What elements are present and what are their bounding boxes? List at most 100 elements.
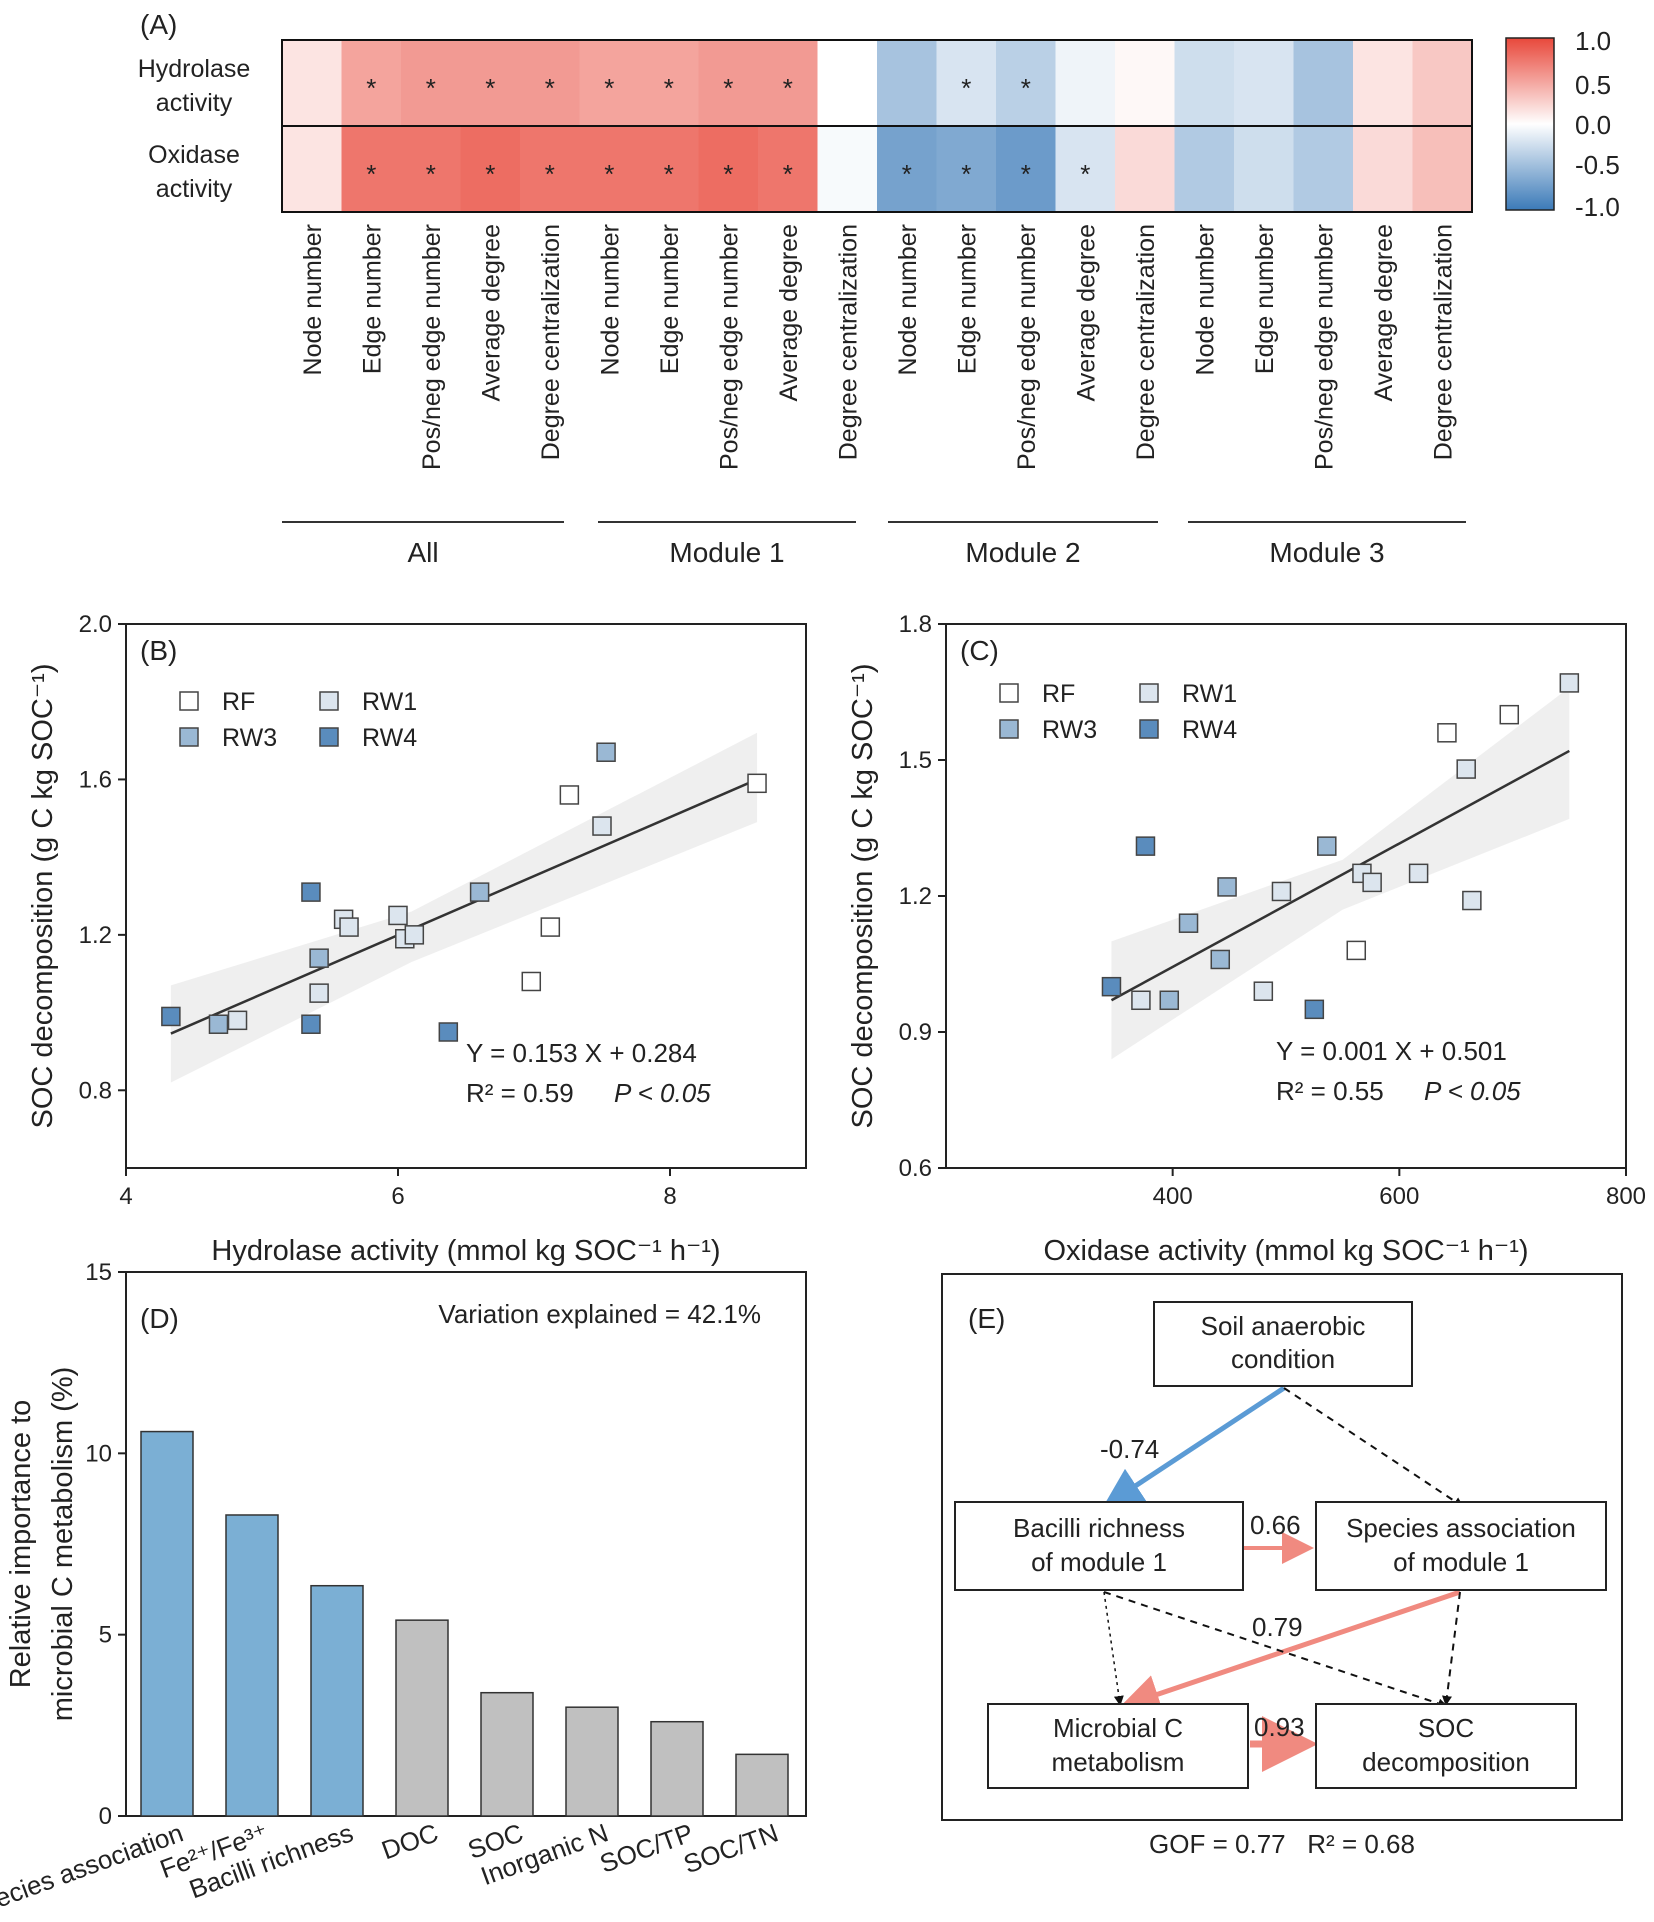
panel-e-path-diagram: (E) -0.74 0.66 0.79 0.93 Soil anaerobic … — [941, 1273, 1623, 1859]
heatmap-significance-mark: * — [902, 159, 912, 189]
legend-label: RW3 — [1042, 716, 1097, 744]
heatmap-cell — [1293, 40, 1353, 126]
coef-species-microbial: 0.79 — [1252, 1612, 1303, 1642]
heatmap-cell — [639, 40, 699, 126]
x-tick-label: 4 — [119, 1183, 132, 1210]
data-point-rw3 — [1210, 949, 1231, 970]
heatmap-significance-mark: * — [1080, 159, 1090, 189]
data-point-rw4 — [1304, 999, 1325, 1020]
legend-swatch-rw3 — [179, 727, 199, 747]
heatmap-cell — [639, 126, 699, 212]
sem-node-microbial-line2: metabolism — [1052, 1747, 1185, 1777]
y-tick-label: 0 — [99, 1803, 112, 1830]
data-point-rw3 — [469, 882, 490, 902]
data-point-rw4 — [1135, 836, 1156, 856]
data-point-rw4 — [301, 882, 321, 902]
sem-fit-stats: GOF = 0.77 R² = 0.68 — [1149, 1829, 1415, 1859]
panel-c-label: (C) — [960, 635, 999, 666]
heatmap-column-label: Degree centralization — [1429, 224, 1457, 460]
bar — [650, 1720, 704, 1817]
x-category-label: DOC — [377, 1817, 442, 1865]
data-point-rw4 — [301, 1014, 321, 1034]
regression-equation: Y = 0.001 X + 0.501 — [1276, 1036, 1507, 1066]
path-species-to-microbial — [1119, 1589, 1461, 1714]
y-axis-label: microbial C metabolism (%) — [47, 1367, 79, 1722]
y-tick-label: 1.6 — [79, 766, 112, 793]
heatmap-cell — [460, 126, 520, 212]
data-point-rw1 — [1131, 990, 1151, 1011]
data-point-rw1 — [1462, 890, 1482, 911]
heatmap-cell — [1174, 40, 1234, 126]
panel-d-bar: (D) 0 5 10 15 Relative importance to microbia… — [0, 1259, 807, 1922]
heatmap-column-label: Edge number — [656, 224, 684, 374]
heatmap-cell — [1055, 40, 1115, 126]
sem-node-species-line2: of module 1 — [1393, 1547, 1529, 1577]
heatmap-cell — [698, 40, 758, 126]
x-category-label: Species association — [0, 1817, 187, 1922]
x-tick-label: 6 — [391, 1183, 404, 1210]
r-squared-label: R² = 0.59 — [466, 1078, 574, 1108]
heatmap-group-label: Module 2 — [965, 537, 1080, 568]
heatmap-cell — [401, 126, 461, 212]
heatmap-cell — [936, 40, 996, 126]
x-tick-label: 400 — [1153, 1183, 1193, 1210]
legend-label: RF — [1042, 680, 1075, 708]
sem-node-bacilli-line2: of module 1 — [1031, 1547, 1167, 1577]
heatmap-cell — [996, 126, 1056, 212]
plot-frame — [125, 1271, 807, 1817]
data-point-rf — [747, 773, 767, 794]
sem-node-species-line1: Species association — [1346, 1513, 1576, 1543]
heatmap-column-label: Average degree — [775, 224, 803, 401]
p-value-label: P < 0.05 — [1424, 1076, 1521, 1106]
heatmap-cell — [579, 40, 639, 126]
legend-swatch-rf — [999, 683, 1019, 703]
data-point-rw3 — [1159, 990, 1180, 1011]
heatmap-cell — [282, 40, 342, 126]
heatmap-row-label: Oxidase — [148, 141, 240, 169]
sem-node-soc: SOC decomposition — [1315, 1703, 1577, 1789]
data-point-rw3 — [208, 1014, 229, 1034]
heatmap-column-label: Degree centralization — [1132, 224, 1160, 460]
legend-swatch-rw1 — [319, 691, 339, 711]
legend-label: RF — [222, 688, 255, 716]
colorbar-tick-label: 0.5 — [1575, 70, 1611, 100]
sem-node-soc-box — [1315, 1703, 1577, 1789]
y-axis-label: Relative importance to — [5, 1400, 37, 1689]
heatmap-significance-mark: * — [485, 73, 495, 103]
sem-node-species-box — [1315, 1501, 1607, 1591]
colorbar-tick-label: 0.0 — [1575, 110, 1611, 140]
heatmap-cell — [341, 126, 401, 212]
sem-node-species: Species association of module 1 — [1315, 1501, 1607, 1591]
heatmap-significance-mark: * — [783, 159, 793, 189]
heatmap-significance-mark: * — [1021, 73, 1031, 103]
path-soil-to-species-ns — [1283, 1387, 1464, 1508]
legend-label: RW1 — [1182, 680, 1237, 708]
data-point-rw1 — [339, 917, 359, 937]
legend-swatch-rf — [179, 691, 199, 711]
data-point-rw3 — [309, 948, 329, 968]
sem-node-microbial-line1: Microbial C — [1053, 1713, 1183, 1743]
heatmap-group-label: Module 1 — [669, 537, 784, 568]
y-tick-label: 2.0 — [79, 611, 112, 638]
coef-soil-bacilli: -0.74 — [1100, 1434, 1159, 1464]
heatmap-significance-mark: * — [485, 159, 495, 189]
heatmap-column-label: Pos/neg edge number — [1013, 224, 1041, 470]
x-tick-label: 800 — [1606, 1183, 1646, 1210]
heatmap-cell — [1412, 40, 1472, 126]
colorbar-tick-label: -1.0 — [1575, 192, 1620, 222]
coef-bacilli-species: 0.66 — [1250, 1510, 1301, 1540]
heatmap-column-label: Node number — [596, 224, 624, 375]
data-point-rf — [559, 785, 580, 805]
y-axis-label: SOC decomposition (g C kg SOC⁻¹) — [847, 664, 879, 1129]
data-point-rw1 — [1362, 872, 1382, 893]
legend-label: RW4 — [1182, 716, 1237, 744]
y-tick-label: 5 — [99, 1622, 112, 1649]
panel-e-label: (E) — [968, 1303, 1005, 1334]
heatmap-cell — [1174, 126, 1234, 212]
heatmap-column-label: Degree centralization — [537, 224, 565, 460]
panel-d-label: (D) — [140, 1303, 179, 1334]
path-bacilli-to-microbial-ns — [1103, 1591, 1124, 1706]
variation-explained-annotation: Variation explained = 42.1% — [438, 1299, 761, 1329]
y-tick-label: 1.2 — [899, 883, 932, 910]
data-point-rw1 — [227, 1010, 248, 1031]
